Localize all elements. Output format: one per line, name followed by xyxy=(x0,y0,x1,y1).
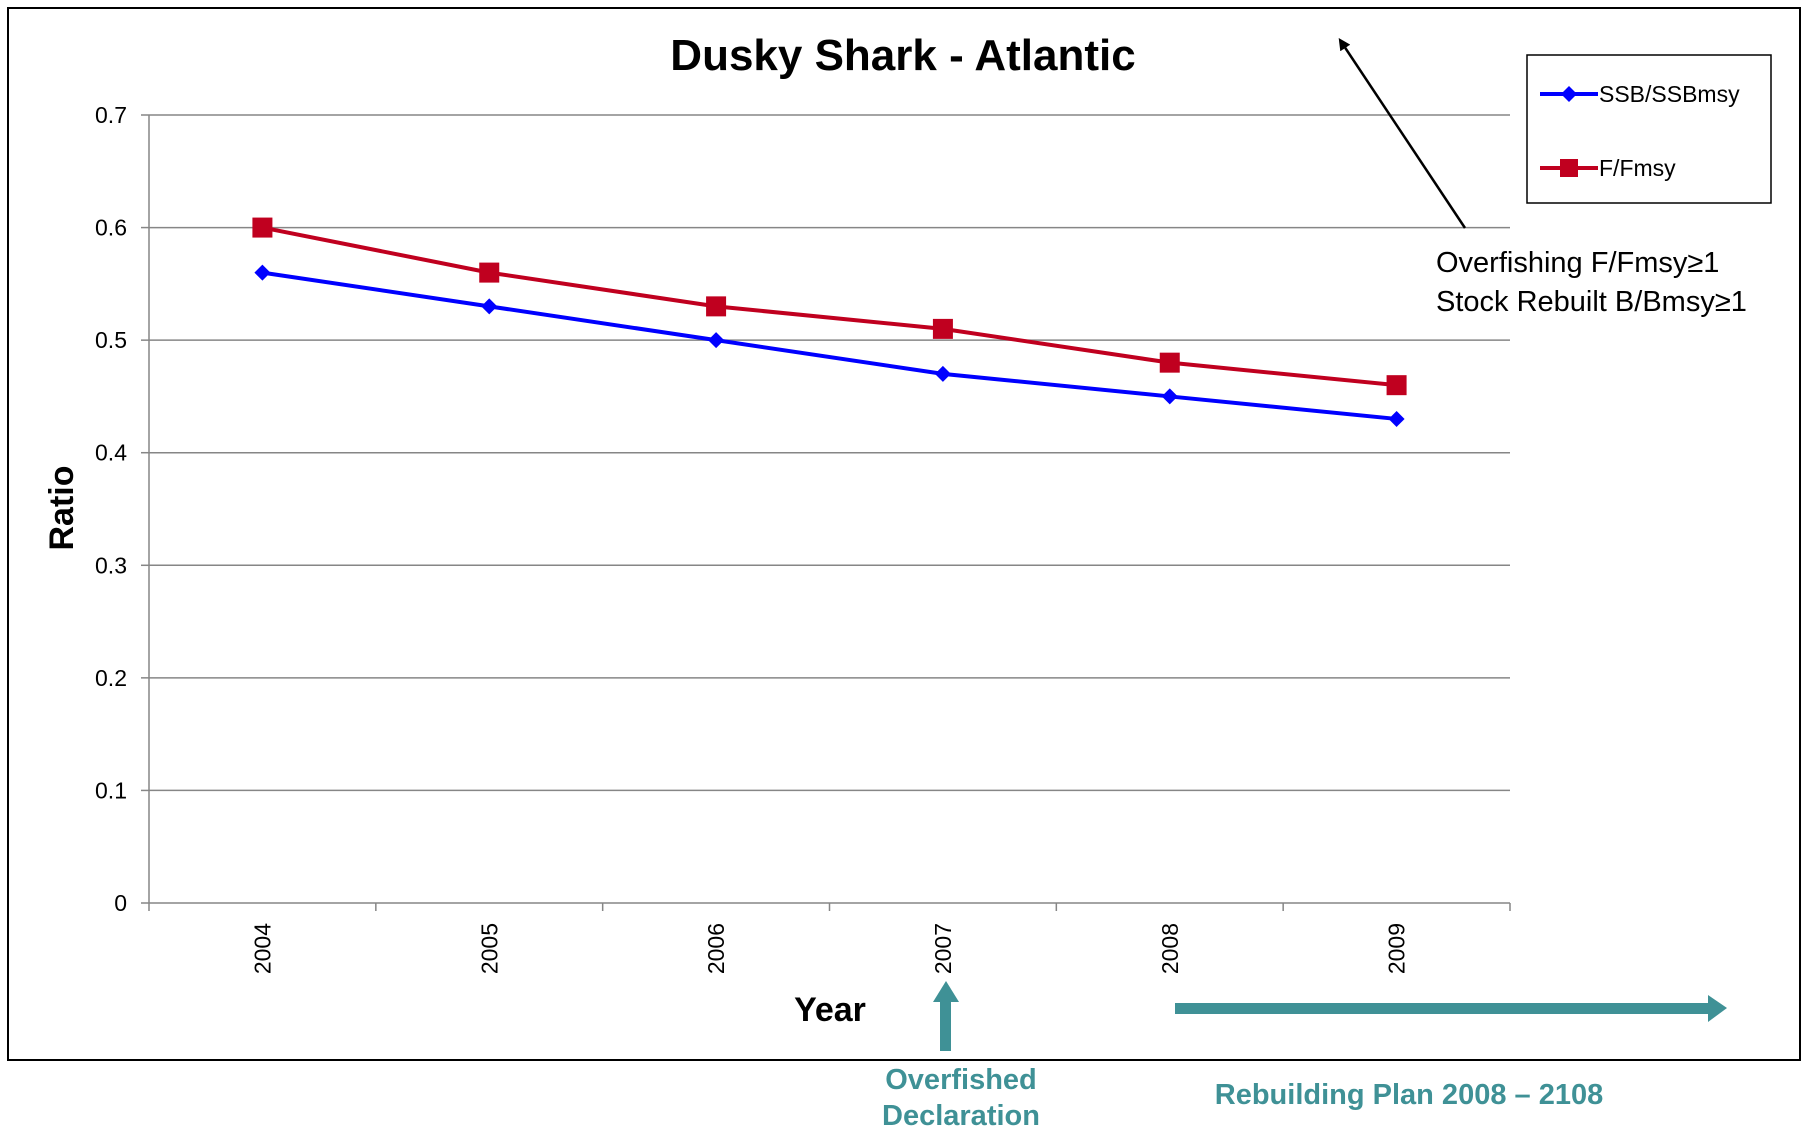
data-point-ssb-ssbmsy xyxy=(934,365,951,382)
data-point-f-fmsy xyxy=(1159,352,1180,373)
y-tick-label: 0.1 xyxy=(95,777,127,803)
x-axis-label: Year xyxy=(794,991,866,1029)
data-point-ssb-ssbmsy xyxy=(481,298,498,315)
data-point-f-fmsy xyxy=(1386,375,1407,396)
rebuilding-arrow xyxy=(1175,995,1727,1022)
data-point-ssb-ssbmsy xyxy=(708,332,725,349)
rebuilding-plan-label: Rebuilding Plan 2008 – 2108 xyxy=(1215,1079,1603,1111)
legend-label-ssb: SSB/SSBmsy xyxy=(1599,81,1740,107)
y-tick-labels: 0 0.1 0.2 0.3 0.4 0.5 0.6 0.7 xyxy=(95,102,127,916)
y-tick-label: 0.4 xyxy=(95,440,127,466)
y-tick-label: 0.2 xyxy=(95,665,127,691)
y-tick-label: 0 xyxy=(114,890,127,916)
series-line-f-fmsy xyxy=(262,225,1397,388)
grid-layer xyxy=(141,114,1511,911)
y-tick-label: 0.5 xyxy=(95,327,127,353)
overfished-label-line2: Declaration xyxy=(882,1100,1040,1130)
x-tick-label: 2007 xyxy=(930,923,956,974)
data-point-f-fmsy xyxy=(252,217,273,238)
data-point-ssb-ssbmsy xyxy=(1388,410,1405,427)
chart-frame xyxy=(7,7,1801,1061)
y-tick-label: 0.7 xyxy=(95,102,127,128)
legend-marker-f xyxy=(1560,159,1578,177)
data-point-f-fmsy xyxy=(479,262,500,283)
data-point-f-fmsy xyxy=(932,318,953,339)
x-tick-label: 2006 xyxy=(703,923,729,974)
data-point-ssb-ssbmsy xyxy=(1161,388,1178,405)
series-line-ssb-ssbmsy xyxy=(262,270,1397,421)
x-tick-label: 2005 xyxy=(476,923,502,974)
y-axis-label: Ratio xyxy=(43,466,81,551)
legend-marker-ssb xyxy=(1561,86,1577,102)
threshold-rebuilt-label: Stock Rebuilt B/Bmsy≥1 xyxy=(1436,286,1747,318)
data-point-f-fmsy xyxy=(706,296,727,317)
overfished-label-line1: Overfished xyxy=(885,1064,1037,1096)
threshold-arrow xyxy=(1338,38,1467,229)
y-tick-label: 0.6 xyxy=(95,215,127,241)
x-tick-label: 2004 xyxy=(249,923,275,974)
y-tick-label: 0.3 xyxy=(95,552,127,578)
x-tick-labels: 2004 2005 2006 2007 2008 2009 xyxy=(249,923,1409,974)
data-point-ssb-ssbmsy xyxy=(254,264,271,281)
x-tick-label: 2008 xyxy=(1157,923,1183,974)
legend: SSB/SSBmsy F/Fmsy xyxy=(1526,54,1772,204)
legend-label-f: F/Fmsy xyxy=(1599,155,1676,181)
legend-box xyxy=(1526,54,1772,204)
chart-title: Dusky Shark - Atlantic xyxy=(670,31,1135,80)
threshold-overfishing-label: Overfishing F/Fmsy≥1 xyxy=(1436,247,1719,279)
series-layer xyxy=(252,217,1407,427)
overfished-arrow xyxy=(933,981,959,1051)
x-tick-label: 2009 xyxy=(1384,923,1410,974)
